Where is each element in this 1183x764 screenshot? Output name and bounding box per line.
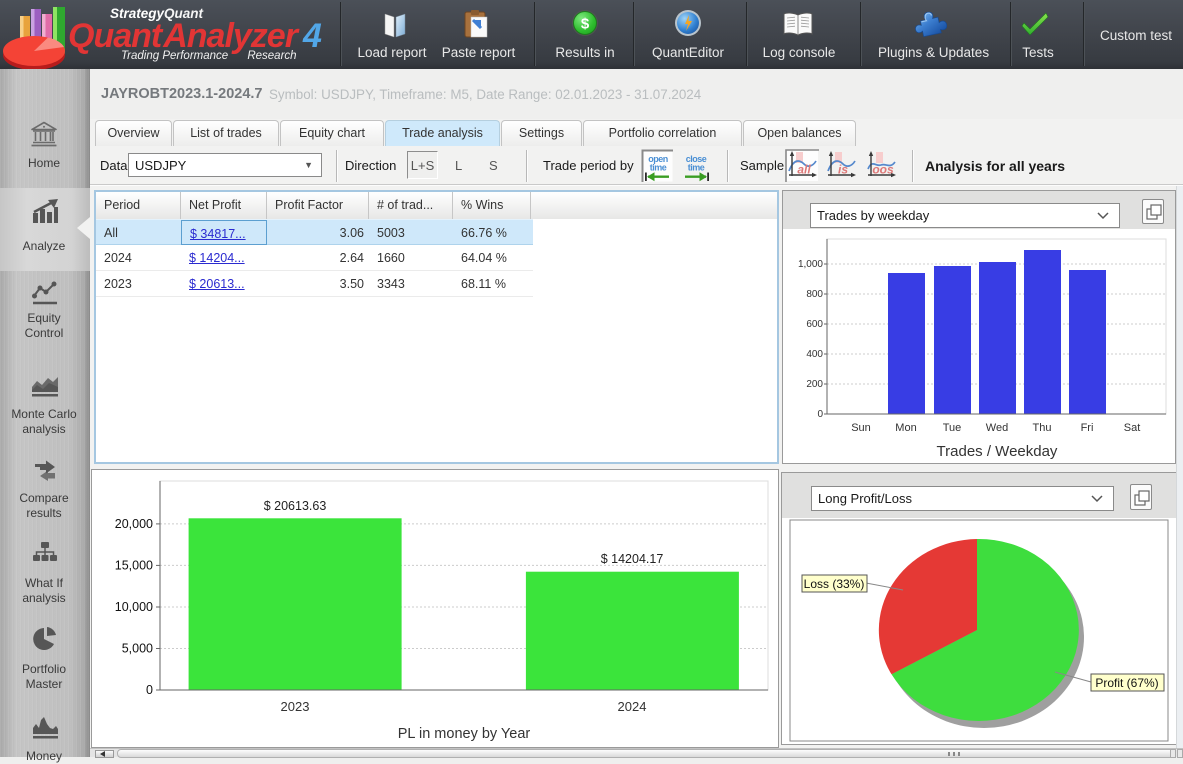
svg-text:oos: oos bbox=[872, 163, 894, 177]
svg-text:Sat: Sat bbox=[1124, 422, 1141, 434]
svg-text:$ 20613.63: $ 20613.63 bbox=[264, 499, 327, 513]
svg-text:Trades / Weekday: Trades / Weekday bbox=[937, 443, 1058, 460]
svg-text:Tue: Tue bbox=[943, 422, 962, 434]
svg-text:Mon: Mon bbox=[895, 422, 916, 434]
svg-text:Sun: Sun bbox=[851, 422, 871, 434]
svg-text:1,000: 1,000 bbox=[798, 259, 823, 270]
svg-text:Wed: Wed bbox=[986, 422, 1008, 434]
svg-text:800: 800 bbox=[806, 289, 823, 300]
svg-text:Thu: Thu bbox=[1033, 422, 1052, 434]
svg-text:all: all bbox=[797, 163, 811, 177]
svg-text:15,000: 15,000 bbox=[115, 558, 153, 572]
svg-text:600: 600 bbox=[806, 319, 823, 330]
svg-text:20,000: 20,000 bbox=[115, 517, 153, 531]
svg-text:Profit (67%): Profit (67%) bbox=[1095, 676, 1158, 690]
svg-text:Loss (33%): Loss (33%) bbox=[804, 577, 865, 591]
svg-text:10,000: 10,000 bbox=[115, 600, 153, 614]
svg-text:0: 0 bbox=[817, 409, 823, 420]
svg-text:close: close bbox=[686, 154, 707, 164]
svg-text:$ 14204.17: $ 14204.17 bbox=[601, 552, 664, 566]
svg-text:is: is bbox=[838, 163, 848, 177]
svg-text:$: $ bbox=[581, 16, 590, 33]
svg-text:time: time bbox=[650, 163, 667, 173]
svg-text:5,000: 5,000 bbox=[122, 642, 153, 656]
svg-text:open: open bbox=[648, 154, 668, 164]
svg-text:2024: 2024 bbox=[618, 699, 647, 714]
svg-text:time: time bbox=[688, 163, 705, 173]
svg-text:0: 0 bbox=[146, 683, 153, 697]
svg-text:400: 400 bbox=[806, 349, 823, 360]
svg-text:2023: 2023 bbox=[281, 699, 310, 714]
svg-text:200: 200 bbox=[806, 379, 823, 390]
svg-text:Fri: Fri bbox=[1081, 422, 1094, 434]
svg-text:PL in money by Year: PL in money by Year bbox=[398, 726, 531, 742]
